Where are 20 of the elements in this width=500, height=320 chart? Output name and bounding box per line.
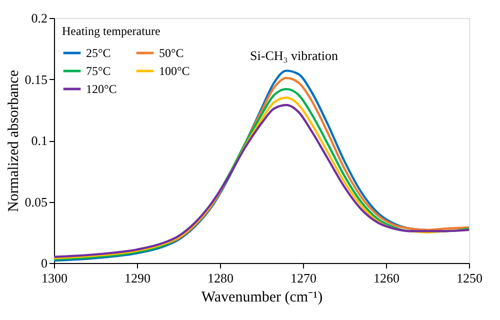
y-tick-label: 0 [41,256,48,270]
x-axis-title: Wavenumber (cm⁻¹) [201,290,323,306]
y-tick-label: 0.15 [24,72,48,87]
y-axis-title: Normalized absorbance [6,70,22,212]
legend-label: 120°C [86,82,117,96]
x-tick-label: 1290 [124,270,150,286]
y-tick-label: 0.05 [24,194,48,210]
legend-label: 75°C [86,64,111,78]
x-tick-label: 1250 [456,270,482,286]
y-tick-label: 0.1 [31,133,48,148]
x-tick-label: 1260 [374,270,400,286]
y-tick-label: 0.2 [31,10,48,26]
annotation: Si-CH₃ vibration [250,48,338,63]
x-tick-label: 1270 [290,270,316,286]
legend-label: 100°C [159,64,190,78]
legend-title: Heating temperature [62,24,160,38]
legend-label: 25°C [86,46,111,60]
legend-label: 50°C [159,46,184,60]
x-tick-label: 1280 [208,270,234,286]
x-tick-label: 1300 [42,270,68,286]
